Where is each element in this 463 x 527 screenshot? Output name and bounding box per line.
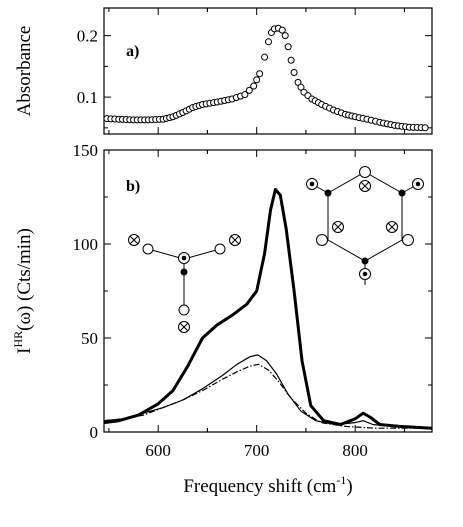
x-tick-label: 700 (244, 441, 270, 460)
atom-open-circle (316, 234, 328, 246)
molecule-inset-left (128, 234, 241, 333)
y-tick-label: 0.1 (77, 88, 98, 107)
panel-a-ylabel: Absorbance (14, 26, 35, 117)
cross-circle-icon (229, 234, 241, 246)
panel-a: a) Absorbance 0.1 0.2 (14, 7, 433, 135)
atom-filled-dot (398, 189, 406, 197)
cross-circle-icon (178, 321, 190, 333)
atom-open-circle (359, 166, 371, 178)
data-point (253, 76, 261, 84)
x-tick-label: 600 (145, 441, 171, 460)
atom-open-circle (142, 243, 154, 255)
y-tick-label: 0 (90, 423, 99, 442)
panel-a-ticks: 0.1 0.2 (77, 8, 432, 134)
data-point (294, 78, 302, 86)
panel-b-ylabel: IHR(ω) (Cts/min) (11, 228, 35, 354)
atom-open-circle (178, 304, 190, 316)
data-point (241, 91, 249, 99)
panel-b-label: b) (126, 178, 140, 195)
data-point (421, 124, 429, 132)
data-point (284, 43, 292, 51)
data-point (256, 70, 264, 78)
data-point (261, 53, 269, 61)
data-point (290, 69, 298, 77)
atom-open-circle (402, 234, 414, 246)
data-point (281, 32, 289, 40)
cross-circle-icon (386, 221, 398, 233)
data-point (287, 56, 295, 64)
panel-b-ticks: 600 700 800 0 50 100 150 (73, 141, 432, 460)
cross-circle-icon (332, 221, 344, 233)
series-line-dash-dot (103, 363, 432, 429)
y-tick-label: 150 (73, 141, 99, 160)
data-point (250, 82, 258, 90)
panel-a-label: a) (126, 43, 139, 60)
panel-b: b) 600 700 800 0 50 100 150 IHR(ω) (Cts/min) F… (11, 141, 433, 497)
atom-filled-dot (324, 189, 332, 197)
y-tick-label: 50 (81, 329, 98, 348)
cross-circle-icon (128, 234, 140, 246)
x-tick-label: 800 (342, 441, 368, 460)
panel-b-xlabel: Frequency shift (cm-1) (183, 473, 352, 497)
panel-a-data-points (103, 24, 429, 132)
atom-filled-dot (361, 257, 369, 265)
molecule-inset-right (306, 166, 424, 285)
atom-open-circle (214, 243, 226, 255)
atom-filled-dot (180, 268, 188, 276)
data-point (245, 86, 253, 94)
cross-circle-icon (359, 180, 371, 192)
panel-b-frame (103, 149, 433, 433)
data-point (278, 26, 286, 34)
data-point (297, 83, 305, 91)
y-tick-label: 0.2 (77, 27, 98, 46)
panel-a-frame (103, 7, 433, 135)
series-line-thick (103, 188, 433, 430)
data-point (264, 38, 272, 46)
series-line-thin (103, 354, 433, 429)
y-tick-label: 100 (73, 235, 99, 254)
panel-b-series (103, 188, 433, 430)
